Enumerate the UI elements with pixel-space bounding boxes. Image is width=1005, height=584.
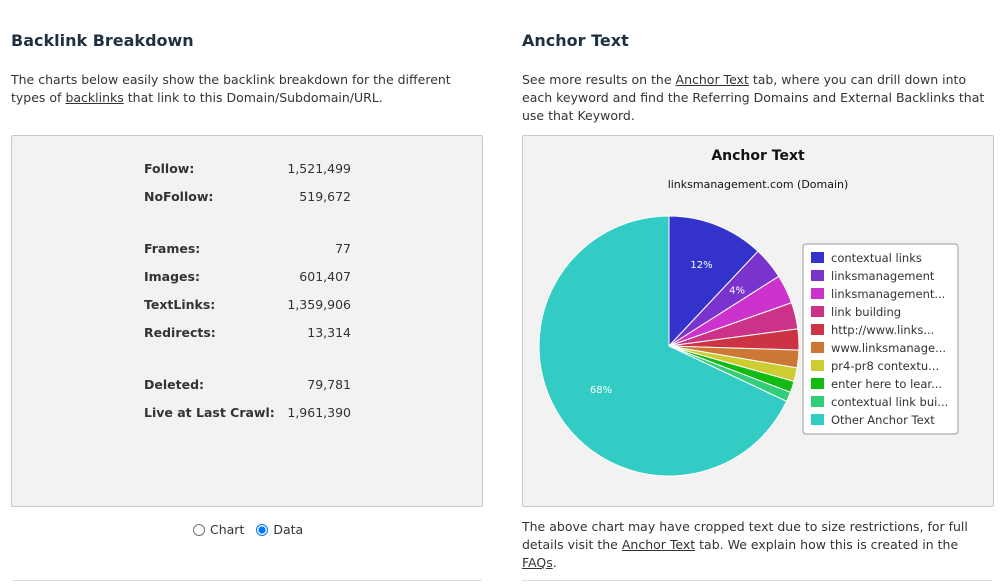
stat-label: TextLinks: bbox=[144, 297, 216, 312]
legend-swatch bbox=[811, 414, 824, 425]
stat-label: Deleted: bbox=[144, 377, 205, 392]
stat-value: 77 bbox=[335, 241, 351, 256]
pie-slice-label: 12% bbox=[690, 260, 712, 271]
backlinks-link[interactable]: backlinks bbox=[65, 90, 124, 105]
stat-label: Frames: bbox=[144, 241, 201, 256]
chart-title: Anchor Text bbox=[711, 148, 805, 164]
intro-text: See more results on the bbox=[522, 72, 676, 87]
stat-value: 79,781 bbox=[307, 377, 351, 392]
stat-row-live: Live at Last Crawl: 1,961,390 bbox=[144, 405, 351, 425]
legend-swatch bbox=[811, 252, 824, 263]
pie-slice[interactable] bbox=[538, 215, 788, 477]
stat-label: Live at Last Crawl: bbox=[144, 405, 275, 420]
pie-slice[interactable] bbox=[668, 215, 759, 348]
legend-label[interactable]: linksmanagement bbox=[831, 269, 935, 283]
footer-text: The above chart may have cropped text du… bbox=[522, 519, 968, 552]
data-radio[interactable] bbox=[256, 523, 269, 536]
data-radio-label: Data bbox=[273, 522, 304, 537]
chart-radio-option[interactable]: Chart bbox=[193, 522, 244, 537]
pie-slice-label: 4% bbox=[729, 286, 745, 297]
stat-label: NoFollow: bbox=[144, 189, 214, 204]
legend-swatch bbox=[811, 306, 824, 317]
chart-radio-label: Chart bbox=[210, 522, 245, 537]
stat-row-images: Images: 601,407 bbox=[144, 269, 351, 289]
footer-anchor-text-link[interactable]: Anchor Text bbox=[621, 537, 696, 552]
legend-label[interactable]: contextual link bui... bbox=[831, 395, 948, 409]
legend-swatch bbox=[811, 342, 824, 353]
footer-text-mid: tab. We explain how this is created in t… bbox=[695, 537, 959, 552]
view-toggle: Chart Data bbox=[193, 522, 311, 539]
chart-subtitle: linksmanagement.com (Domain) bbox=[667, 178, 849, 191]
anchor-text-tab-link[interactable]: Anchor Text bbox=[675, 72, 749, 87]
stat-row-textlinks: TextLinks: 1,359,906 bbox=[144, 297, 351, 317]
faqs-link[interactable]: FAQs bbox=[522, 555, 553, 570]
legend-swatch bbox=[811, 378, 824, 389]
divider bbox=[522, 580, 992, 581]
stat-value: 1,521,499 bbox=[287, 161, 351, 176]
legend-label[interactable]: enter here to lear... bbox=[831, 377, 942, 391]
chart-radio[interactable] bbox=[193, 523, 205, 536]
anchor-text-heading: Anchor Text bbox=[522, 31, 629, 50]
stat-value: 601,407 bbox=[299, 269, 351, 284]
legend-swatch bbox=[811, 288, 824, 299]
legend-swatch bbox=[811, 360, 824, 371]
legend-label[interactable]: Other Anchor Text bbox=[831, 413, 935, 427]
chart-footer-note: The above chart may have cropped text du… bbox=[522, 518, 992, 572]
legend-swatch bbox=[811, 324, 824, 335]
legend-box bbox=[802, 243, 959, 435]
backlink-breakdown-heading: Backlink Breakdown bbox=[11, 31, 194, 50]
data-radio-option[interactable]: Data bbox=[256, 522, 303, 537]
stat-row-redirects: Redirects: 13,314 bbox=[144, 325, 351, 345]
footer-text-end: . bbox=[552, 555, 557, 570]
stat-row-frames: Frames: 77 bbox=[144, 241, 351, 261]
legend-swatch bbox=[811, 270, 824, 281]
stat-label: Redirects: bbox=[144, 325, 216, 340]
intro-text-end: tab, where you can drill down into each … bbox=[522, 72, 985, 123]
legend-label[interactable]: linksmanagement... bbox=[831, 287, 945, 301]
intro-text: The charts below easily show the backlin… bbox=[11, 72, 451, 105]
intro-text-end: that link to this Domain/Subdomain/URL. bbox=[123, 90, 383, 105]
stat-value: 1,961,390 bbox=[287, 405, 351, 420]
backlink-breakdown-intro: The charts below easily show the backlin… bbox=[11, 71, 481, 107]
legend-swatch bbox=[811, 396, 824, 407]
stat-row-deleted: Deleted: 79,781 bbox=[144, 377, 351, 397]
stat-value: 519,672 bbox=[299, 189, 351, 204]
divider bbox=[12, 580, 482, 581]
pie-slice-label: 68% bbox=[590, 385, 612, 396]
backlink-data-panel bbox=[11, 135, 483, 507]
legend-label[interactable]: contextual links bbox=[831, 251, 922, 265]
legend-label[interactable]: http://www.links... bbox=[831, 323, 934, 337]
anchor-text-pie-chart: 12% 4% 68% contextual links linksmanagement… bbox=[538, 215, 959, 477]
legend-label[interactable]: link building bbox=[831, 305, 901, 319]
anchor-text-intro: See more results on the Anchor Text tab,… bbox=[522, 71, 997, 125]
stat-label: Images: bbox=[144, 269, 200, 284]
stat-value: 1,359,906 bbox=[287, 297, 351, 312]
stat-row-nofollow: NoFollow: 519,672 bbox=[144, 189, 351, 209]
anchor-text-chart-panel: Anchor Text linksmanagement.com (Domain)… bbox=[522, 135, 994, 507]
stat-value: 13,314 bbox=[307, 325, 351, 340]
legend-label[interactable]: pr4-pr8 contextu... bbox=[831, 359, 939, 373]
stat-row-follow: Follow: 1,521,499 bbox=[144, 161, 351, 181]
legend-label[interactable]: www.linksmanage... bbox=[831, 341, 946, 355]
stat-label: Follow: bbox=[144, 161, 195, 176]
